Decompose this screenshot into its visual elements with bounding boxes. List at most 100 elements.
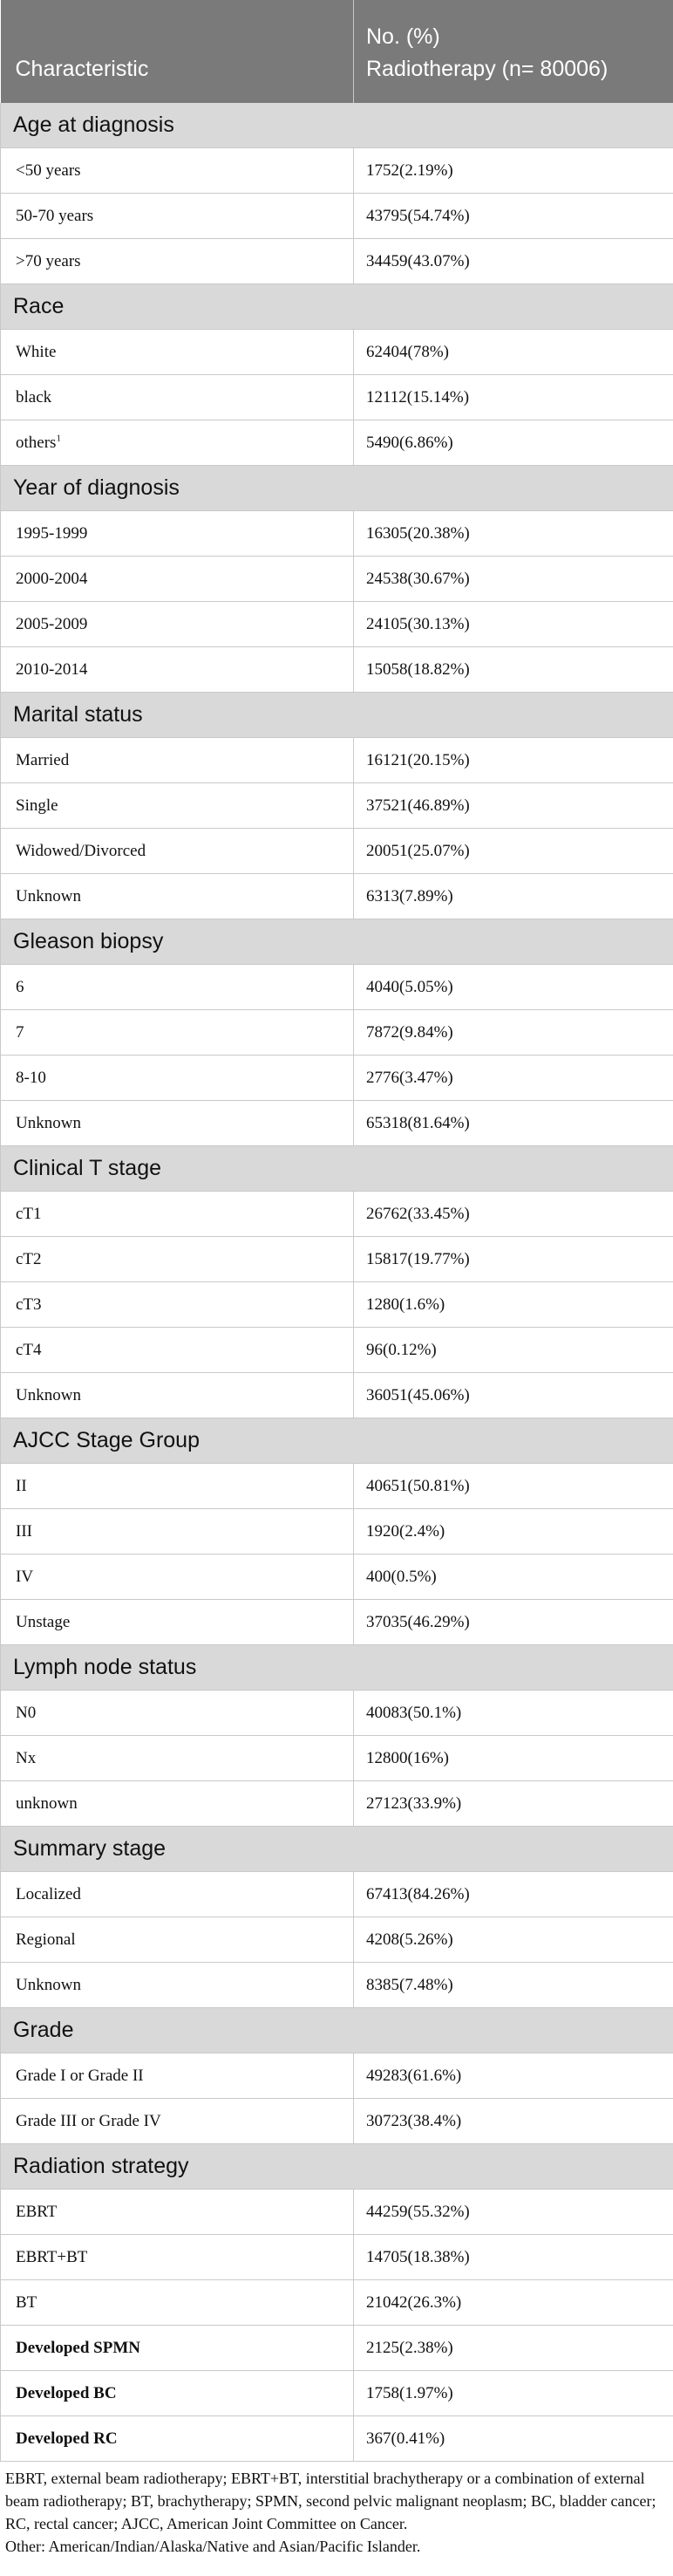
- row-value: 67413(84.26%): [353, 1871, 673, 1917]
- row-label: Developed SPMN: [16, 2338, 141, 2357]
- section-header-row: Marital status: [0, 692, 673, 738]
- row-label-cell: Widowed/Divorced: [0, 828, 354, 874]
- row-value: 1280(1.6%): [353, 1281, 673, 1328]
- section-title: Gleason biopsy: [0, 919, 673, 965]
- row-label-cell: 1995-1999: [0, 510, 354, 557]
- row-label-cell: Grade III or Grade IV: [0, 2098, 354, 2144]
- row-value: 20051(25.07%): [353, 828, 673, 874]
- row-label-cell: Developed BC: [0, 2370, 354, 2416]
- section-header-row: Race: [0, 284, 673, 330]
- row-label-cell: cT3: [0, 1281, 354, 1328]
- row-label-cell: 50-70 years: [0, 193, 354, 239]
- footnote-marker: 1: [56, 433, 61, 444]
- row-label: Grade III or Grade IV: [16, 2111, 161, 2130]
- row-label-cell: EBRT+BT: [0, 2234, 354, 2280]
- table-row: cT3 1280(1.6%): [0, 1281, 673, 1328]
- row-label: 2000-2004: [16, 569, 88, 588]
- table-row: Unknown 65318(81.64%): [0, 1100, 673, 1146]
- row-label-cell: Unknown: [0, 1372, 354, 1418]
- section-header-row: Age at diagnosis: [0, 103, 673, 148]
- table-row: II 40651(50.81%): [0, 1463, 673, 1509]
- table-row: Single 37521(46.89%): [0, 782, 673, 829]
- table-row: Nx 12800(16%): [0, 1735, 673, 1781]
- row-label: Localized: [16, 1884, 81, 1903]
- row-label-cell: II: [0, 1463, 354, 1509]
- header-empty-cell: [0, 0, 354, 51]
- row-label: others: [16, 433, 57, 452]
- row-value: 8385(7.48%): [353, 1962, 673, 2008]
- header-no-pct: No. (%): [353, 0, 673, 51]
- section-header-row: Lymph node status: [0, 1644, 673, 1691]
- section-title: Marital status: [0, 692, 673, 738]
- row-label-cell: BT: [0, 2279, 354, 2326]
- section-header-row: Year of diagnosis: [0, 465, 673, 511]
- table-row: Developed BC 1758(1.97%): [0, 2370, 673, 2416]
- table-row: Localized 67413(84.26%): [0, 1871, 673, 1917]
- section-title: Grade: [0, 2007, 673, 2053]
- row-label: Unknown: [16, 886, 81, 905]
- row-label: III: [16, 1521, 32, 1541]
- section-header-row: Grade: [0, 2007, 673, 2053]
- row-label-cell: Developed SPMN: [0, 2325, 354, 2371]
- table-row: Unknown 8385(7.48%): [0, 1962, 673, 2008]
- header-radiotherapy: Radiotherapy (n= 80006): [353, 51, 673, 103]
- row-label-cell: 2010-2014: [0, 646, 354, 693]
- header-characteristic: Characteristic: [0, 51, 354, 103]
- row-label: IV: [16, 1567, 34, 1586]
- table-row: III 1920(2.4%): [0, 1508, 673, 1554]
- section-header-row: AJCC Stage Group: [0, 1418, 673, 1464]
- row-value: 6313(7.89%): [353, 873, 673, 919]
- row-label: Widowed/Divorced: [16, 841, 146, 860]
- row-label-cell: Single: [0, 782, 354, 829]
- row-value: 12800(16%): [353, 1735, 673, 1781]
- table-body: Age at diagnosis <50 years 1752(2.19%) 50-7…: [0, 103, 673, 2462]
- row-value: 4208(5.26%): [353, 1917, 673, 1963]
- row-label-cell: 7: [0, 1009, 354, 1056]
- row-label: N0: [16, 1703, 37, 1722]
- table-row: 8-10 2776(3.47%): [0, 1055, 673, 1101]
- table-row: EBRT 44259(55.32%): [0, 2189, 673, 2235]
- section-title: AJCC Stage Group: [0, 1418, 673, 1464]
- footnote-abbreviations: EBRT, external beam radiotherapy; EBRT+B…: [5, 2470, 656, 2532]
- row-label: 2005-2009: [16, 614, 88, 633]
- table-row: 7 7872(9.84%): [0, 1009, 673, 1056]
- row-label-cell: Unknown: [0, 1100, 354, 1146]
- row-value: 1758(1.97%): [353, 2370, 673, 2416]
- row-label: White: [16, 342, 57, 361]
- row-value: 4040(5.05%): [353, 964, 673, 1010]
- row-value: 30723(38.4%): [353, 2098, 673, 2144]
- row-label-cell: Unstage: [0, 1599, 354, 1645]
- row-label: Grade I or Grade II: [16, 2066, 144, 2085]
- row-value: 96(0.12%): [353, 1327, 673, 1373]
- row-label-cell: Regional: [0, 1917, 354, 1963]
- table-row: N0 40083(50.1%): [0, 1690, 673, 1736]
- table-row: Unstage 37035(46.29%): [0, 1599, 673, 1645]
- row-label-cell: 8-10: [0, 1055, 354, 1101]
- row-label-cell: cT4: [0, 1327, 354, 1373]
- row-value: 49283(61.6%): [353, 2053, 673, 2099]
- table-row: Unknown 36051(45.06%): [0, 1372, 673, 1418]
- row-label: EBRT+BT: [16, 2247, 88, 2266]
- row-value: 62404(78%): [353, 329, 673, 375]
- row-label: II: [16, 1476, 27, 1495]
- row-label: 50-70 years: [16, 206, 94, 225]
- table-row: 1995-1999 16305(20.38%): [0, 510, 673, 557]
- row-value: 24538(30.67%): [353, 556, 673, 602]
- row-value: 21042(26.3%): [353, 2279, 673, 2326]
- section-title: Summary stage: [0, 1826, 673, 1872]
- table-row: Developed RC 367(0.41%): [0, 2415, 673, 2462]
- table-row: cT4 96(0.12%): [0, 1327, 673, 1373]
- row-label-cell: N0: [0, 1690, 354, 1736]
- row-label: 6: [16, 977, 24, 996]
- table-row: EBRT+BT 14705(18.38%): [0, 2234, 673, 2280]
- row-label: BT: [16, 2292, 37, 2312]
- table-row: Widowed/Divorced 20051(25.07%): [0, 828, 673, 874]
- header-row-main: Characteristic Radiotherapy (n= 80006): [0, 51, 673, 103]
- row-value: 1752(2.19%): [353, 147, 673, 194]
- row-value: 1920(2.4%): [353, 1508, 673, 1554]
- row-label-cell: Grade I or Grade II: [0, 2053, 354, 2099]
- row-value: 65318(81.64%): [353, 1100, 673, 1146]
- row-label: cT1: [16, 1204, 42, 1223]
- row-label-cell: cT2: [0, 1236, 354, 1282]
